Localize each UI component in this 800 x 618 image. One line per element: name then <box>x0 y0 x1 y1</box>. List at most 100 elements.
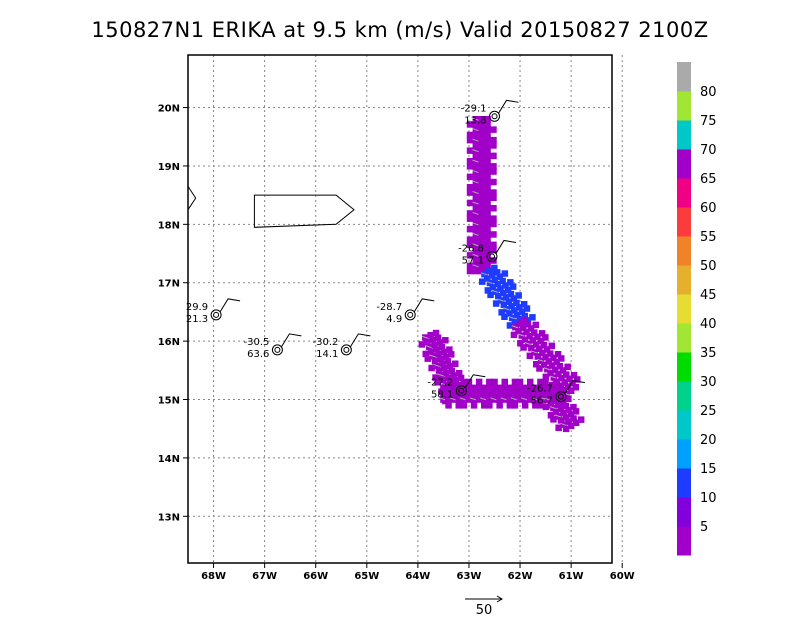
station-ring <box>555 391 567 403</box>
wind-barb <box>495 239 517 254</box>
track-cell <box>523 305 531 312</box>
track-cell <box>427 348 435 355</box>
colorbar-swatch <box>677 207 691 237</box>
track-cell <box>490 231 497 238</box>
track-cell <box>478 199 485 207</box>
track-cell <box>440 384 447 392</box>
wind-vector <box>543 367 550 371</box>
plot-area <box>188 55 612 563</box>
track-cell <box>446 362 454 370</box>
track-cell <box>478 173 485 181</box>
track-cell <box>455 390 462 397</box>
wind-vector <box>421 335 429 339</box>
x-tick-label: 62W <box>508 571 533 582</box>
wind-vector <box>520 397 528 401</box>
track-cell <box>572 408 580 415</box>
track-cell <box>484 163 491 170</box>
track-cell <box>450 372 457 379</box>
track-cell <box>479 278 486 285</box>
track-cell <box>429 336 436 344</box>
track-cell <box>562 402 570 410</box>
track-cell <box>484 157 491 165</box>
track-cell <box>484 241 491 249</box>
grid-lines <box>188 55 623 563</box>
track-cell <box>486 267 493 275</box>
station-center <box>274 346 281 353</box>
station-wind-speed: 4.9 <box>386 314 402 325</box>
track-cell <box>542 353 549 361</box>
wind-barb <box>498 99 519 114</box>
wind-vector <box>472 253 479 257</box>
track-cell <box>478 220 485 228</box>
station-ring <box>404 309 416 321</box>
colorbar-label: 10 <box>700 491 717 506</box>
station-wind-speed: 14.1 <box>316 349 338 360</box>
station-wind-speed: 57.1 <box>462 255 484 266</box>
wind-vector <box>559 422 567 426</box>
wind-vector <box>472 232 479 236</box>
track-cell <box>562 425 570 433</box>
track-cell <box>490 194 497 201</box>
station-temperature: -26.7 <box>527 384 553 395</box>
track-cell <box>574 376 581 383</box>
track-cell <box>472 267 480 275</box>
track-cell <box>445 374 452 381</box>
track-cell <box>550 416 557 423</box>
station-temperature: -28.7 <box>376 302 402 313</box>
x-tick-label: 60W <box>610 571 635 582</box>
station-wind-speed: 63.6 <box>247 349 269 360</box>
x-tick-label: 66W <box>303 571 328 582</box>
wind-barb <box>349 333 371 348</box>
hispaniola-coast <box>188 186 197 210</box>
track-cell <box>478 126 485 133</box>
track-cell <box>432 374 439 381</box>
station-ring <box>455 385 467 397</box>
track-cell <box>472 236 480 243</box>
track-cell <box>527 390 534 397</box>
colorbar-swatch <box>677 526 691 556</box>
track-cell <box>495 292 502 300</box>
track-cell <box>491 378 498 386</box>
colorbar-swatch <box>677 265 691 295</box>
track-cell <box>557 394 564 401</box>
station-center <box>488 253 495 260</box>
track-cell <box>472 152 480 160</box>
track-cell <box>555 401 562 409</box>
track-cell <box>524 321 532 328</box>
station-ring <box>486 250 498 262</box>
track-cell <box>424 339 431 346</box>
track-cell <box>478 215 485 222</box>
track-cell <box>501 384 508 392</box>
track-cell <box>517 340 524 347</box>
track-cell <box>466 215 474 222</box>
track-cell <box>572 419 580 426</box>
reference-arrow-head <box>496 595 503 603</box>
track-cell <box>472 131 480 139</box>
track-cell <box>527 384 534 392</box>
track-cell <box>466 267 474 275</box>
station-temperature: 29.9 <box>186 302 208 313</box>
track-cell <box>466 236 474 243</box>
track-cell <box>490 152 497 160</box>
track-cell <box>460 402 468 409</box>
track-cell <box>440 390 447 397</box>
dropsonde-stations: -29.113.8 -26.857.1 -28.74.9 -30.214.1 -30.5… <box>186 99 585 407</box>
track-cell <box>478 205 485 212</box>
track-cell <box>547 412 555 419</box>
track-cell <box>470 390 478 397</box>
track-cell <box>490 215 497 222</box>
colorbar-swatch <box>677 91 691 121</box>
x-tick-label: 65W <box>354 571 379 582</box>
track-cell <box>478 257 485 264</box>
wind-vector <box>524 342 531 346</box>
track-cell <box>481 384 488 392</box>
wind-vector <box>437 373 444 377</box>
track-cell <box>513 311 521 319</box>
track-cell <box>488 272 496 279</box>
colorbar-label: 75 <box>700 114 717 129</box>
track-cell <box>565 418 572 425</box>
track-cell <box>542 334 549 341</box>
track-cell <box>499 277 506 285</box>
y-tick-label: 17N <box>158 279 180 290</box>
track-cell <box>561 379 568 386</box>
